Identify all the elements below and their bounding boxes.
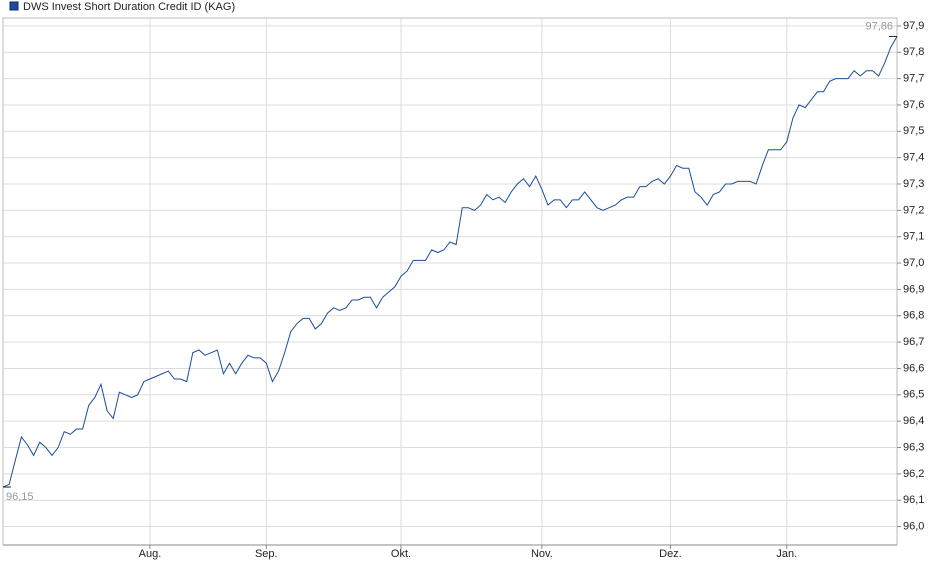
y-tick-label: 97,5 [903,125,924,137]
x-tick-label: Okt. [391,548,411,560]
y-tick-label: 97,6 [903,99,924,111]
x-tick-label: Nov. [531,548,553,560]
y-tick-label: 96,3 [903,441,924,453]
y-tick-label: 97,1 [903,231,924,243]
y-tick-label: 96,0 [903,520,924,532]
y-tick-label: 97,8 [903,46,924,58]
annotation: 96,15 [6,491,34,503]
y-tick-label: 96,4 [903,415,924,427]
y-tick-label: 96,6 [903,362,924,374]
y-tick-label: 97,7 [903,73,924,85]
y-tick-label: 97,9 [903,20,924,32]
legend-swatch [9,1,19,11]
x-tick-label: Aug. [139,548,162,560]
price-line [2,36,898,488]
y-tick-label: 97,2 [903,204,924,216]
y-tick-label: 96,9 [903,283,924,295]
y-tick-label: 96,1 [903,494,924,506]
y-tick-label: 97,3 [903,178,924,190]
x-tick-label: Dez. [659,548,682,560]
legend-label: DWS Invest Short Duration Credit ID (KAG… [23,1,235,13]
y-tick-label: 97,4 [903,152,924,164]
annotation: 97,86 [865,20,893,32]
y-tick-label: 96,7 [903,336,924,348]
y-tick-label: 96,8 [903,310,924,322]
x-tick-label: Jan. [776,548,797,560]
plot-area [2,17,898,546]
y-tick-label: 96,2 [903,468,924,480]
y-tick-label: 96,5 [903,389,924,401]
y-tick-label: 97,0 [903,257,924,269]
x-tick-label: Sep. [255,548,278,560]
